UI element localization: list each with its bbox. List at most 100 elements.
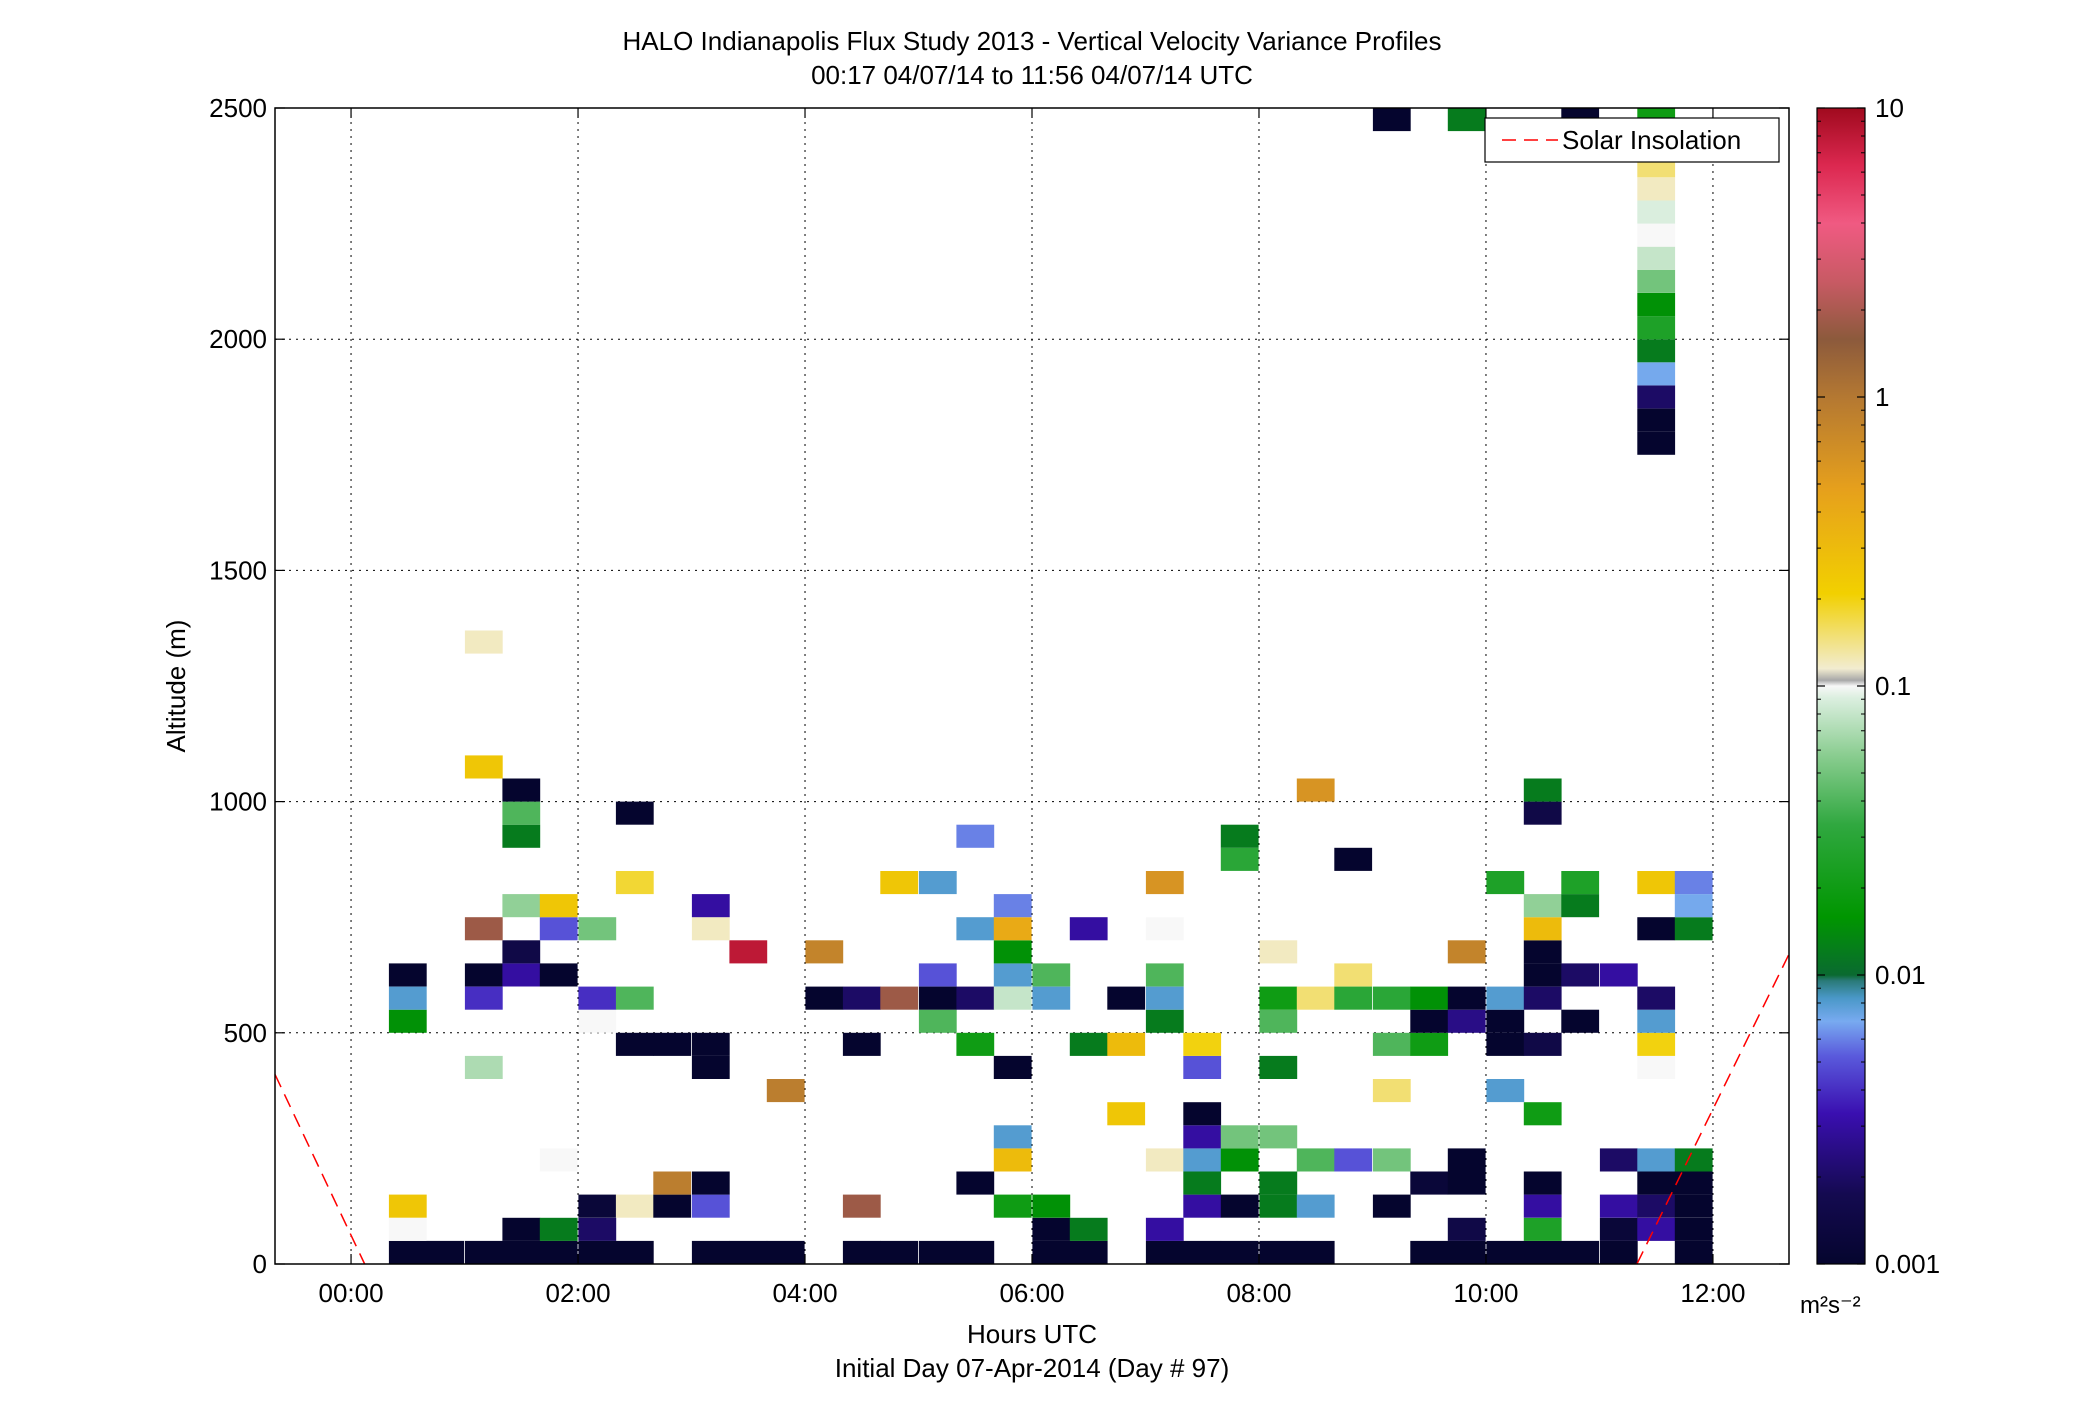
chart-subtitle: 00:17 04/07/14 to 11:56 04/07/14 UTC xyxy=(811,60,1253,90)
heatmap-cell xyxy=(615,986,654,1010)
heatmap-cell xyxy=(1637,1171,1676,1195)
heatmap-cell xyxy=(388,1009,427,1033)
heatmap-cell xyxy=(1032,1240,1071,1264)
heatmap-cell xyxy=(1523,1194,1562,1218)
heatmap-cell xyxy=(1107,1102,1146,1126)
heatmap-cell xyxy=(1447,1240,1486,1264)
heatmap-cell xyxy=(993,940,1032,964)
solar-insolation-line xyxy=(274,1074,366,1265)
heatmap-cell xyxy=(1259,1171,1298,1195)
heatmap-cell xyxy=(1032,986,1071,1010)
heatmap-cell xyxy=(1486,1009,1525,1033)
heatmap-cell xyxy=(1145,963,1184,987)
heatmap-cell xyxy=(1486,871,1525,895)
heatmap-cell xyxy=(1447,108,1486,132)
heatmap-cell xyxy=(1220,1240,1259,1264)
heatmap-cell xyxy=(1259,1125,1298,1149)
x-tick-label: 10:00 xyxy=(1453,1278,1518,1308)
heatmap-cell xyxy=(1637,431,1676,455)
heatmap-cell xyxy=(615,1194,654,1218)
heatmap-cell xyxy=(502,894,541,918)
heatmap-cell xyxy=(1069,1240,1108,1264)
heatmap-cell xyxy=(388,963,427,987)
heatmap-cell xyxy=(578,917,617,941)
heatmap-cell xyxy=(842,986,881,1010)
heatmap-cell xyxy=(1523,801,1562,825)
heatmap-cell xyxy=(1372,1148,1411,1172)
heatmap-cell xyxy=(1183,1055,1222,1079)
heatmap-cell xyxy=(1183,1240,1222,1264)
heatmap-cell xyxy=(805,986,844,1010)
heatmap-cell xyxy=(1486,1240,1525,1264)
heatmap-cell xyxy=(1259,1055,1298,1079)
heatmap-cell xyxy=(1372,1032,1411,1056)
heatmap-cell xyxy=(1447,1009,1486,1033)
heatmap-cell xyxy=(1220,1125,1259,1149)
heatmap-cell xyxy=(1372,1079,1411,1103)
heatmap-cell xyxy=(880,871,919,895)
heatmap-cell xyxy=(388,1194,427,1218)
heatmap-cell xyxy=(1145,917,1184,941)
heatmap-cell xyxy=(1372,986,1411,1010)
chart-title: HALO Indianapolis Flux Study 2013 - Vert… xyxy=(623,26,1442,56)
heatmap-cell xyxy=(1145,1148,1184,1172)
heatmap-cell xyxy=(502,963,541,987)
heatmap-cell xyxy=(1523,778,1562,802)
heatmap-cell xyxy=(1447,1171,1486,1195)
heatmap-cell xyxy=(880,1240,919,1264)
heatmap-cell xyxy=(993,986,1032,1010)
heatmap-cell xyxy=(691,894,730,918)
heatmap-cell xyxy=(918,1240,957,1264)
heatmap-cell xyxy=(1447,940,1486,964)
heatmap-cell xyxy=(956,824,995,848)
heatmap-cell xyxy=(1183,1171,1222,1195)
heatmap-cell xyxy=(388,1217,427,1241)
heatmap-cell xyxy=(1674,917,1713,941)
heatmap-cell xyxy=(1637,385,1676,409)
heatmap-cell xyxy=(1486,986,1525,1010)
colorbar-ticks: 10 1 0.1 0.01 0.001 xyxy=(1817,93,1940,1279)
heatmap-cell xyxy=(1145,871,1184,895)
heatmap-cell xyxy=(1523,1102,1562,1126)
heatmap-cell xyxy=(1637,246,1676,270)
plot-area xyxy=(275,108,1789,1264)
heatmap-cell xyxy=(1259,986,1298,1010)
heatmap-cell xyxy=(729,1240,768,1264)
heatmap-cell xyxy=(1410,1032,1449,1056)
heatmap-cell xyxy=(691,1032,730,1056)
heatmap-cell xyxy=(464,1240,503,1264)
heatmap-cell xyxy=(1259,1240,1298,1264)
heatmap-cell xyxy=(1637,362,1676,386)
heatmap-cell xyxy=(1145,986,1184,1010)
heatmap-cell xyxy=(464,917,503,941)
colorbar-tick-label: 1 xyxy=(1875,382,1889,412)
y-axis-label: Altitude (m) xyxy=(161,620,191,753)
heatmap-cell xyxy=(993,894,1032,918)
heatmap-cell xyxy=(1183,1125,1222,1149)
heatmap-cell xyxy=(766,1240,805,1264)
heatmap-cell xyxy=(880,986,919,1010)
colorbar-units: m²s⁻² xyxy=(1800,1292,1861,1319)
heatmap-cell xyxy=(1637,1194,1676,1218)
heatmap-cell xyxy=(1447,986,1486,1010)
heatmap-cell xyxy=(956,986,995,1010)
heatmap-cell xyxy=(918,963,957,987)
heatmap-cell xyxy=(1334,963,1373,987)
heatmap-cell xyxy=(578,986,617,1010)
heatmap-cell xyxy=(691,1194,730,1218)
heatmap-cell xyxy=(653,1194,692,1218)
heatmap-cell xyxy=(1372,108,1411,132)
heatmap-cell xyxy=(1069,1217,1108,1241)
heatmap-cell xyxy=(1599,1240,1638,1264)
heatmap-cell xyxy=(502,940,541,964)
heatmap-cell xyxy=(729,940,768,964)
y-tick-label: 500 xyxy=(224,1018,267,1048)
heatmap-cell xyxy=(502,801,541,825)
heatmap-cell xyxy=(993,1055,1032,1079)
x-tick-label: 04:00 xyxy=(772,1278,837,1308)
heatmap-cell xyxy=(653,1032,692,1056)
heatmap-cell xyxy=(918,1009,957,1033)
heatmap-cell xyxy=(1523,917,1562,941)
heatmap-cell xyxy=(993,963,1032,987)
heatmap-cell xyxy=(1523,940,1562,964)
